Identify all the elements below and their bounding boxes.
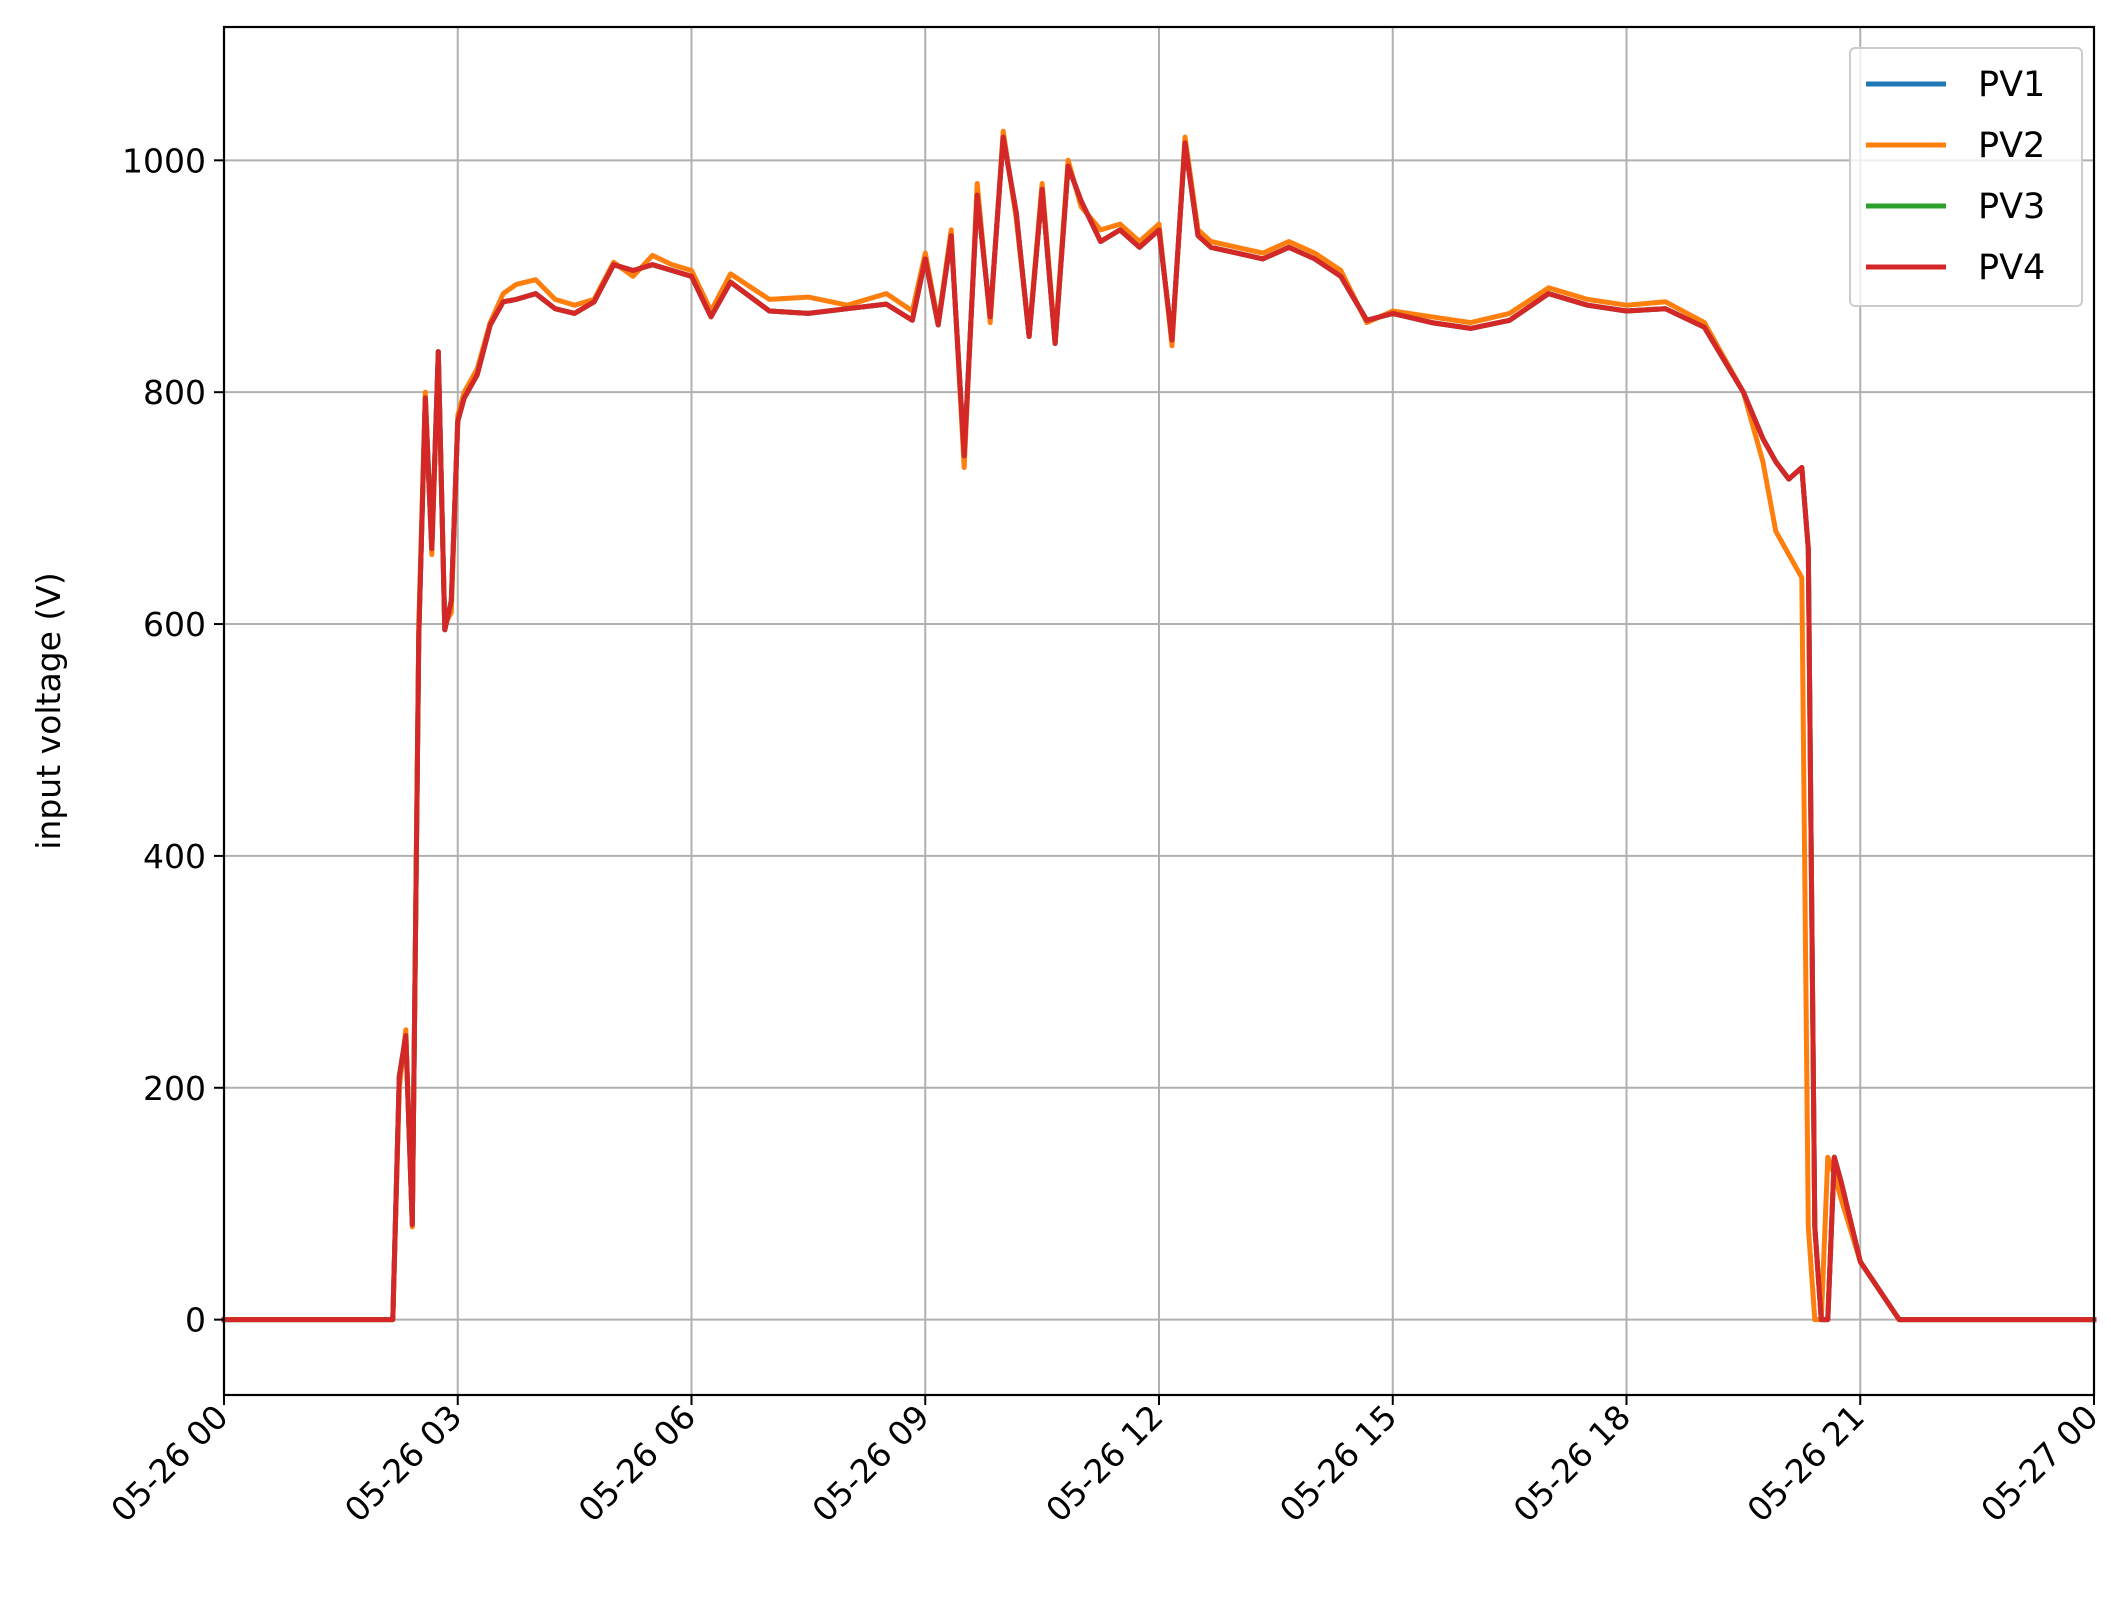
legend-label: PV4 bbox=[1978, 248, 2045, 288]
y-tick-label: 200 bbox=[143, 1069, 206, 1108]
y-axis-label: input voltage (V) bbox=[29, 572, 68, 850]
y-tick-label: 800 bbox=[143, 373, 206, 412]
legend-label: PV2 bbox=[1978, 126, 2045, 166]
y-tick-label: 400 bbox=[143, 837, 206, 876]
series-lines bbox=[221, 128, 2097, 1323]
grid bbox=[223, 27, 2095, 1395]
legend-label: PV1 bbox=[1978, 65, 2045, 105]
legend: PV1 PV2 PV3 PV4 bbox=[1849, 47, 2083, 307]
legend-label: PV3 bbox=[1978, 187, 2045, 227]
legend-box bbox=[1849, 47, 2083, 307]
y-tick-label: 0 bbox=[185, 1301, 206, 1340]
y-tick-label: 600 bbox=[143, 605, 206, 644]
series-line-pv4 bbox=[221, 134, 2097, 1323]
y-tick-label: 1000 bbox=[122, 141, 206, 180]
y-axis: 0 200 400 600 800 1000 bbox=[122, 141, 224, 1340]
